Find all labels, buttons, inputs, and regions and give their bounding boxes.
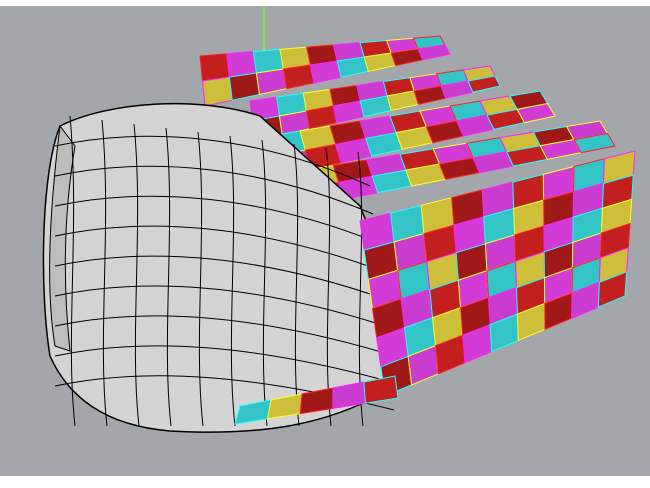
mesh-line [293,143,300,427]
fin-panel [201,76,233,107]
panel-grid [359,150,636,397]
mesh-line [165,127,172,427]
shell-surface [42,102,396,433]
mesh-line [54,195,377,243]
mesh-line [54,165,374,215]
mesh-line [54,135,371,187]
model-render [0,6,650,476]
mesh-line [229,135,236,427]
mesh-line [261,139,268,427]
mesh-line [69,115,76,427]
mesh-line [197,131,204,427]
mesh-line [54,225,380,271]
mesh-line [54,345,392,383]
mesh-line [54,255,383,299]
fin-panel [199,53,230,82]
fin-panel [417,44,451,61]
bottom-panel [363,375,399,404]
mesh-line [54,315,389,355]
fin-panel [573,132,616,154]
fin-panel [516,102,556,124]
mesh-line [133,123,140,427]
fin-panel [467,75,501,93]
mesh-line [54,285,386,327]
bottom-panel-strip [234,375,399,425]
shell-mesh-lines [54,115,395,427]
facade-panel [597,271,628,308]
mesh-line [101,119,108,427]
